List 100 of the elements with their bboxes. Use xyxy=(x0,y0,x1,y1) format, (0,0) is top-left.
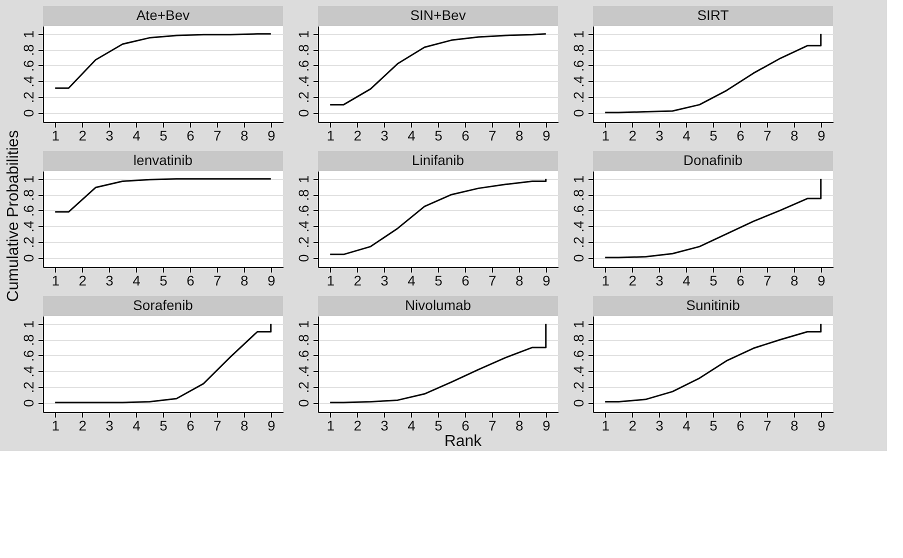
x-tick-label: 5 xyxy=(434,128,443,144)
chart-title: SIRT xyxy=(697,7,730,23)
line-series xyxy=(54,323,272,404)
y-tick-label: 1 xyxy=(570,320,586,328)
line-series xyxy=(329,323,547,404)
x-tick-label: 1 xyxy=(326,418,335,434)
y-tick-label: .4 xyxy=(570,220,586,232)
x-tick-label: 9 xyxy=(542,272,550,288)
chart-title: Sorafenib xyxy=(133,297,194,313)
x-tick-label: 4 xyxy=(132,272,141,288)
y-tick-label: .8 xyxy=(570,334,586,346)
y-tick-label: 0 xyxy=(296,108,312,117)
x-tick-label: 2 xyxy=(354,128,362,144)
y-tick-label: .4 xyxy=(20,366,36,378)
y-tick-label: 0 xyxy=(570,108,586,117)
x-tick-label: 6 xyxy=(462,272,470,288)
y-tick-label: .8 xyxy=(570,189,586,201)
chart-title: Sunitinib xyxy=(686,297,740,313)
y-tick-label: 1 xyxy=(570,30,586,38)
line-series xyxy=(329,33,547,106)
x-tick-label: 2 xyxy=(78,418,87,434)
y-tick-label: 1 xyxy=(20,175,36,184)
y-tick-label: 1 xyxy=(296,30,312,38)
x-tick-label: 4 xyxy=(682,418,691,434)
y-tick-label: .2 xyxy=(20,381,36,394)
x-tick-label: 1 xyxy=(602,418,610,434)
x-tick-label: 2 xyxy=(78,272,87,288)
y-tick-label: .8 xyxy=(296,189,312,201)
x-tick-label: 2 xyxy=(628,128,637,144)
x-tick-label: 1 xyxy=(326,272,335,288)
y-tick-label: .4 xyxy=(296,366,312,378)
x-tick-label: 4 xyxy=(682,272,691,288)
y-tick-label: .6 xyxy=(20,350,36,362)
x-tick-label: 1 xyxy=(52,272,60,288)
x-tick-label: 7 xyxy=(764,272,772,288)
x-tick-label: 3 xyxy=(656,128,664,144)
x-tick-label: 9 xyxy=(542,128,550,144)
y-tick-label: 0 xyxy=(570,398,586,407)
y-tick-label: .6 xyxy=(20,204,36,217)
x-tick-label: 3 xyxy=(380,272,389,288)
chart-title: SIN+Bev xyxy=(410,7,466,23)
x-tick-label: 8 xyxy=(516,418,524,434)
x-tick-label: 5 xyxy=(434,418,443,434)
x-tick-label: 4 xyxy=(132,128,141,144)
y-axis-title: Cumulative Probabilities xyxy=(5,130,22,302)
x-tick-label: 7 xyxy=(214,272,222,288)
y-tick-label: 1 xyxy=(570,175,586,184)
y-tick-label: .2 xyxy=(296,91,312,104)
chart-title: Donafinib xyxy=(683,152,743,168)
x-tick-label: 4 xyxy=(408,418,416,434)
x-tick-label: 9 xyxy=(267,272,276,288)
x-tick-label: 8 xyxy=(240,418,248,434)
x-tick-label: 7 xyxy=(764,418,772,434)
chart-title: Ate+Bev xyxy=(136,7,190,23)
x-tick-label: 7 xyxy=(214,418,222,434)
x-tick-label: 5 xyxy=(160,272,168,288)
y-tick-label: 0 xyxy=(20,254,36,262)
x-tick-label: 8 xyxy=(240,128,248,144)
x-tick-label: 8 xyxy=(790,272,798,288)
x-tick-label: 5 xyxy=(160,418,168,434)
chart-title: Nivolumab xyxy=(404,297,472,313)
x-tick-label: 6 xyxy=(462,418,470,434)
x-tick-label: 9 xyxy=(817,272,826,288)
y-tick-label: .6 xyxy=(296,60,312,72)
line-series xyxy=(329,178,547,256)
y-tick-label: 0 xyxy=(296,254,312,262)
x-tick-label: 7 xyxy=(488,272,497,288)
x-tick-label: 5 xyxy=(160,128,168,144)
y-tick-label: .6 xyxy=(570,350,586,362)
y-tick-label: .8 xyxy=(296,44,312,56)
x-tick-label: 8 xyxy=(790,128,798,144)
y-tick-label: .8 xyxy=(20,189,36,201)
x-tick-label: 5 xyxy=(710,272,718,288)
x-tick-label: 8 xyxy=(516,128,524,144)
x-tick-label: 6 xyxy=(736,272,745,288)
x-tick-label: 4 xyxy=(408,272,416,288)
x-tick-label: 3 xyxy=(380,128,389,144)
x-tick-label: 1 xyxy=(52,418,60,434)
y-tick-label: 1 xyxy=(20,30,36,38)
x-tick-label: 2 xyxy=(78,128,87,144)
x-tick-label: 7 xyxy=(488,128,497,144)
y-tick-label: .8 xyxy=(20,334,36,346)
x-tick-label: 9 xyxy=(817,418,826,434)
x-tick-label: 3 xyxy=(656,418,664,434)
x-tick-label: 7 xyxy=(764,128,772,144)
x-tick-label: 1 xyxy=(326,128,335,144)
x-tick-label: 9 xyxy=(817,128,826,144)
x-tick-label: 6 xyxy=(186,418,195,434)
x-tick-label: 4 xyxy=(682,128,691,144)
y-tick-label: .8 xyxy=(20,44,36,56)
x-tick-label: 7 xyxy=(214,128,222,144)
x-axis-title: Rank xyxy=(444,433,483,450)
y-tick-label: 0 xyxy=(570,254,586,262)
y-tick-label: .2 xyxy=(570,236,586,248)
x-tick-label: 5 xyxy=(710,128,718,144)
x-tick-label: 2 xyxy=(354,418,362,434)
y-tick-label: 0 xyxy=(296,398,312,407)
x-tick-label: 6 xyxy=(462,128,470,144)
x-tick-label: 3 xyxy=(106,128,114,144)
y-tick-label: 0 xyxy=(20,108,36,117)
